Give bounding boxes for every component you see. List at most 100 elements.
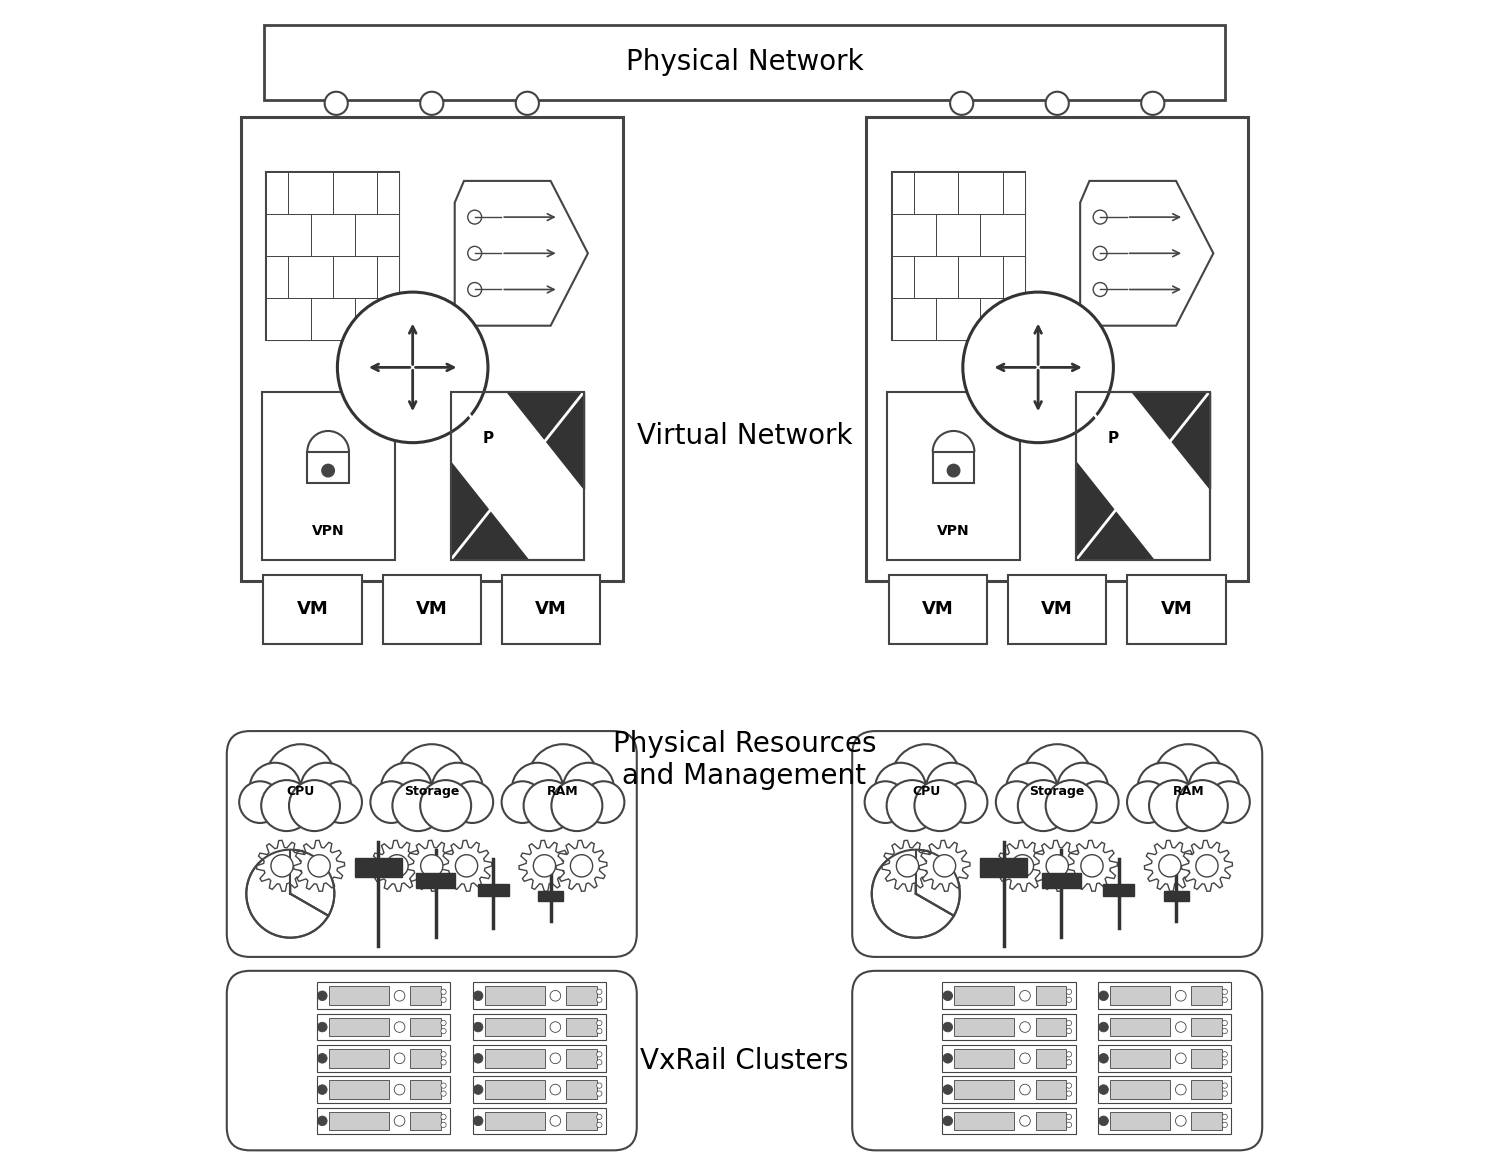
Circle shape — [250, 763, 301, 814]
Circle shape — [1066, 1060, 1072, 1065]
Circle shape — [1222, 1083, 1227, 1088]
Circle shape — [570, 854, 593, 877]
Polygon shape — [1077, 462, 1154, 560]
Text: Physical Network: Physical Network — [625, 49, 864, 77]
Circle shape — [597, 1091, 602, 1096]
Bar — [267, 172, 399, 339]
Bar — [485, 987, 545, 1005]
Circle shape — [597, 1021, 602, 1025]
Bar — [959, 255, 1002, 297]
Polygon shape — [441, 841, 491, 892]
Polygon shape — [406, 841, 457, 892]
Circle shape — [1066, 1029, 1072, 1033]
Bar — [354, 297, 399, 339]
Circle shape — [1158, 854, 1181, 877]
Bar — [1163, 892, 1188, 901]
Circle shape — [1066, 1052, 1072, 1057]
FancyBboxPatch shape — [852, 731, 1263, 957]
FancyBboxPatch shape — [226, 731, 637, 957]
Bar — [1002, 172, 1024, 214]
Circle shape — [474, 1053, 482, 1063]
Bar — [1191, 987, 1222, 1005]
Circle shape — [395, 1116, 405, 1126]
Text: VPN: VPN — [937, 524, 969, 538]
Circle shape — [451, 781, 493, 823]
Bar — [1077, 391, 1209, 560]
Circle shape — [456, 854, 478, 877]
Bar — [329, 987, 389, 1005]
Circle shape — [1099, 1053, 1108, 1063]
Circle shape — [474, 991, 482, 1001]
Circle shape — [474, 1022, 482, 1032]
Circle shape — [1020, 1022, 1030, 1032]
Circle shape — [886, 780, 938, 831]
Circle shape — [393, 780, 444, 831]
FancyBboxPatch shape — [852, 971, 1263, 1151]
Circle shape — [1011, 854, 1033, 877]
Circle shape — [502, 781, 543, 823]
Circle shape — [947, 464, 960, 477]
Circle shape — [317, 1022, 328, 1032]
Circle shape — [926, 763, 977, 814]
Text: VM: VM — [922, 600, 954, 619]
Text: VM: VM — [296, 600, 329, 619]
Bar — [1111, 1018, 1170, 1037]
Circle shape — [529, 744, 597, 814]
Bar — [377, 172, 399, 214]
Bar — [1099, 1014, 1231, 1040]
Circle shape — [468, 246, 481, 260]
Bar — [954, 987, 1014, 1005]
Circle shape — [441, 1060, 447, 1065]
Circle shape — [317, 1084, 328, 1095]
Text: RAM: RAM — [1173, 785, 1205, 799]
Circle shape — [1020, 1116, 1030, 1126]
Circle shape — [551, 780, 603, 831]
Bar — [943, 1045, 1075, 1072]
Bar — [451, 391, 584, 560]
Circle shape — [1047, 854, 1068, 877]
Bar — [914, 255, 959, 297]
Circle shape — [1099, 1022, 1108, 1032]
Polygon shape — [1032, 841, 1083, 892]
Circle shape — [549, 1022, 561, 1032]
Circle shape — [317, 1053, 328, 1063]
Circle shape — [441, 1115, 447, 1119]
Circle shape — [1093, 282, 1108, 296]
Circle shape — [1099, 1116, 1108, 1126]
Polygon shape — [1080, 181, 1214, 326]
Circle shape — [371, 781, 412, 823]
Bar — [566, 1018, 597, 1037]
Circle shape — [943, 1053, 953, 1063]
Circle shape — [996, 781, 1038, 823]
Bar — [943, 1014, 1075, 1040]
Circle shape — [1141, 92, 1164, 115]
Text: Physical Resources
and Management: Physical Resources and Management — [613, 730, 876, 791]
Circle shape — [1222, 1029, 1227, 1033]
Circle shape — [963, 293, 1114, 442]
Circle shape — [1208, 781, 1249, 823]
Circle shape — [1196, 854, 1218, 877]
Circle shape — [549, 990, 561, 1001]
Text: VM: VM — [1160, 600, 1193, 619]
Bar — [241, 117, 622, 580]
Circle shape — [512, 763, 563, 814]
Circle shape — [1222, 997, 1227, 1002]
Bar — [329, 1111, 389, 1130]
Circle shape — [597, 1060, 602, 1065]
Text: RAM: RAM — [546, 785, 579, 799]
Bar — [307, 452, 348, 483]
Circle shape — [582, 781, 624, 823]
Polygon shape — [1145, 841, 1196, 892]
Bar — [887, 391, 1020, 560]
Bar — [311, 214, 354, 255]
Bar — [502, 575, 600, 644]
Wedge shape — [871, 850, 954, 938]
Bar — [1111, 1050, 1170, 1068]
Bar — [417, 873, 456, 888]
Polygon shape — [919, 841, 969, 892]
Wedge shape — [916, 850, 960, 916]
Bar — [1111, 1080, 1170, 1099]
Circle shape — [395, 990, 405, 1001]
Bar — [959, 172, 1002, 214]
Circle shape — [474, 1116, 482, 1126]
